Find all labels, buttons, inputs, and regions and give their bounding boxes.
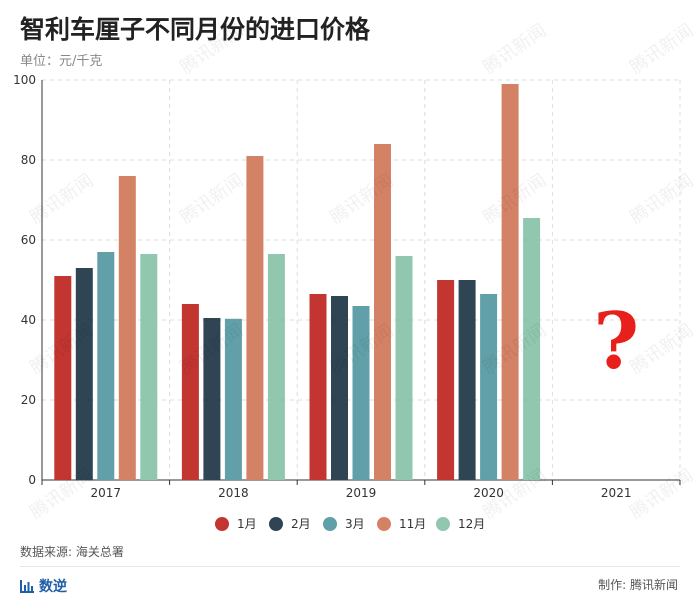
- x-tick-label: 2017: [91, 486, 122, 500]
- bar: [523, 218, 541, 480]
- data-source: 数据来源: 海关总署: [20, 545, 124, 559]
- bar: [203, 318, 221, 480]
- credit-text: 制作: 腾讯新闻: [598, 578, 678, 592]
- bar: [501, 84, 519, 480]
- legend-label: 11月: [399, 517, 426, 531]
- bar: [480, 294, 498, 480]
- legend-marker: [377, 517, 391, 531]
- bar: [75, 268, 93, 480]
- bar: [181, 304, 199, 480]
- y-tick-label: 40: [21, 313, 36, 327]
- question-mark-annotation: ?: [593, 296, 639, 387]
- brand-logo: 数逆: [20, 576, 67, 596]
- x-tick-label: 2019: [346, 486, 377, 500]
- unit-label: 单位：元/千克: [20, 54, 103, 69]
- bar: [395, 256, 413, 480]
- bar: [331, 296, 348, 480]
- y-tick-label: 0: [28, 473, 36, 487]
- x-tick-label: 2018: [218, 486, 249, 500]
- chart-title: 智利车厘子不同月份的进口价格: [20, 15, 371, 44]
- bar: [224, 318, 242, 480]
- legend-label: 1月: [237, 517, 257, 531]
- bar: [54, 276, 72, 480]
- bar-chart: 0 20 40 60 80 100 2017 2018 2019 2020 2021? 1月 2月 3月 1…: [13, 73, 681, 531]
- legend-label: 12月: [458, 517, 485, 531]
- legend-marker: [269, 517, 283, 531]
- bar: [437, 280, 455, 480]
- bar-chart-icon: [20, 579, 34, 593]
- bar: [246, 156, 264, 480]
- y-tick-label: 60: [21, 233, 36, 247]
- brand-name: 数逆: [39, 579, 67, 595]
- x-tick-label: 2021: [601, 486, 632, 500]
- y-tick-label: 20: [21, 393, 36, 407]
- bar: [374, 144, 391, 480]
- bar: [458, 280, 476, 480]
- bar: [97, 252, 115, 480]
- y-tick-label: 80: [21, 153, 36, 167]
- legend-label: 3月: [345, 517, 365, 531]
- bar: [267, 254, 285, 480]
- bar: [118, 176, 136, 480]
- legend-label: 2月: [291, 517, 311, 531]
- bar: [140, 254, 158, 480]
- y-tick-label: 100: [13, 73, 36, 87]
- bar: [352, 306, 370, 480]
- bar: [309, 294, 327, 480]
- footer-divider: [20, 566, 680, 567]
- legend-marker: [436, 517, 450, 531]
- legend-marker: [323, 517, 337, 531]
- x-tick-label: 2020: [473, 486, 504, 500]
- legend-marker: [215, 517, 229, 531]
